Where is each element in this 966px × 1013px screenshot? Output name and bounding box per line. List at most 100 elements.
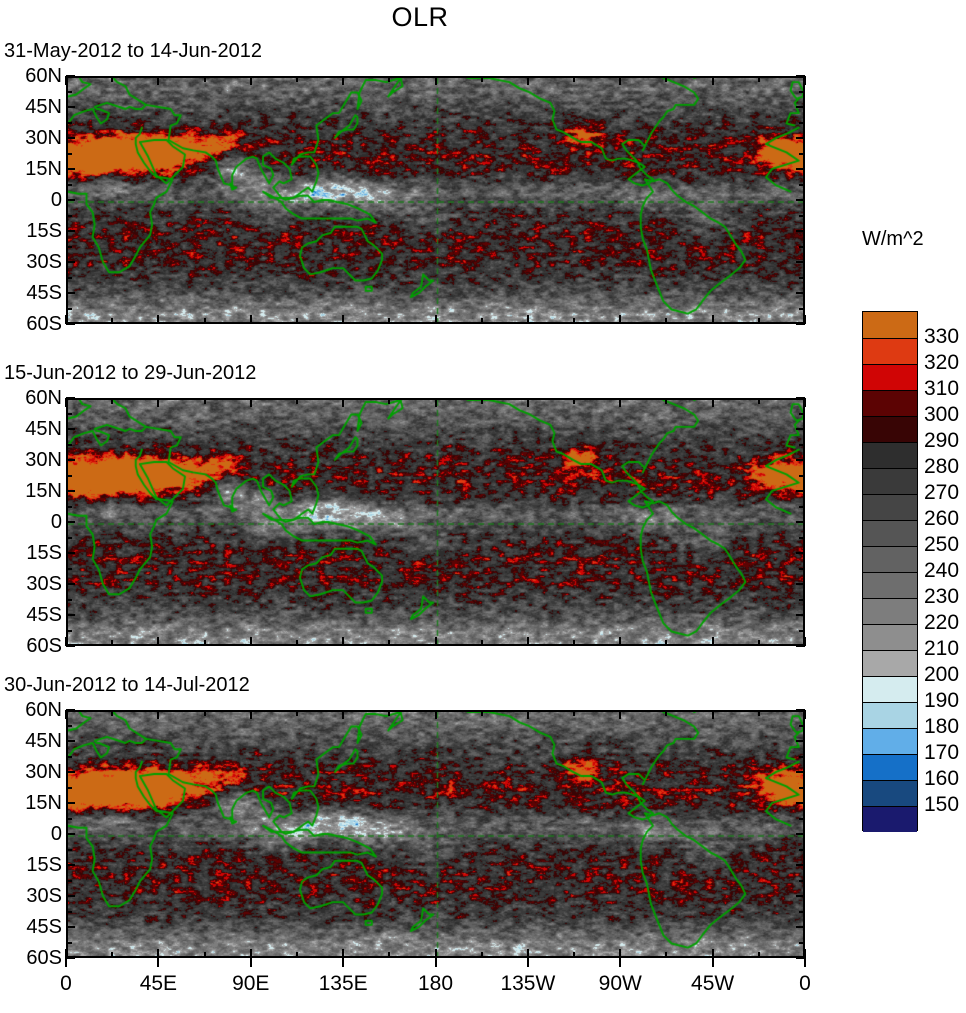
x-tick-mark bbox=[526, 958, 529, 967]
x-minor-tick bbox=[388, 76, 391, 82]
colorbar-swatch[interactable] bbox=[863, 312, 917, 338]
colorbar-tick-label: 320 bbox=[924, 351, 960, 374]
x-tick-mark bbox=[434, 76, 437, 85]
colorbar-tick-label: 170 bbox=[924, 741, 960, 764]
x-tick-mark bbox=[65, 315, 67, 324]
map-panel-3[interactable] bbox=[66, 710, 805, 958]
y-tick-mark bbox=[796, 957, 805, 959]
colorbar-tick-label: 310 bbox=[924, 377, 960, 400]
colorbar-swatch[interactable] bbox=[863, 442, 917, 468]
x-minor-tick bbox=[388, 952, 391, 958]
y-tick-label: 0 bbox=[50, 189, 62, 211]
y-minor-tick bbox=[799, 121, 805, 124]
y-tick-label: 60N bbox=[25, 65, 62, 87]
x-tick-mark bbox=[342, 710, 345, 719]
x-minor-tick bbox=[388, 640, 391, 646]
y-tick-label: 15S bbox=[26, 854, 62, 876]
olr-raster bbox=[68, 712, 803, 956]
x-tick-mark bbox=[434, 637, 437, 646]
y-minor-tick bbox=[66, 598, 72, 601]
y-minor-tick bbox=[66, 183, 72, 186]
colorbar-swatch[interactable] bbox=[863, 780, 917, 806]
y-axis-labels-1: 60N 45N 30N 15N 0 15S 30S 45S 60S bbox=[0, 66, 62, 334]
y-tick-label: 15N bbox=[25, 480, 62, 502]
colorbar-tick-label: 330 bbox=[924, 325, 960, 348]
colorbar-swatch[interactable] bbox=[863, 650, 917, 676]
y-tick-mark bbox=[66, 323, 75, 325]
y-minor-tick bbox=[799, 910, 805, 913]
x-minor-tick bbox=[203, 710, 206, 716]
x-tick-mark bbox=[157, 398, 160, 407]
x-tick-mark bbox=[526, 76, 529, 85]
x-minor-tick bbox=[757, 398, 760, 404]
x-tick-mark bbox=[249, 76, 252, 85]
y-tick-mark bbox=[796, 137, 805, 139]
y-minor-tick bbox=[66, 505, 72, 508]
x-minor-tick bbox=[111, 640, 114, 646]
colorbar-swatch[interactable] bbox=[863, 806, 917, 832]
y-tick-mark bbox=[796, 583, 805, 585]
x-minor-tick bbox=[295, 710, 298, 716]
x-tick-mark bbox=[342, 398, 345, 407]
colorbar-swatch[interactable] bbox=[863, 624, 917, 650]
colorbar-swatch[interactable] bbox=[863, 546, 917, 572]
colorbar-swatch[interactable] bbox=[863, 520, 917, 546]
x-tick-mark bbox=[342, 76, 345, 85]
colorbar-swatch[interactable] bbox=[863, 572, 917, 598]
x-tick-mark bbox=[619, 958, 622, 967]
y-tick-mark bbox=[66, 583, 75, 585]
x-tick-mark bbox=[65, 637, 67, 646]
x-tick-mark bbox=[619, 76, 622, 85]
y-axis-labels-2: 60N 45N 30N 15N 0 15S 30S 45S 60S bbox=[0, 388, 62, 656]
x-tick-mark bbox=[342, 958, 345, 967]
y-minor-tick bbox=[66, 214, 72, 217]
y-tick-mark bbox=[796, 106, 805, 108]
x-minor-tick bbox=[573, 640, 576, 646]
y-minor-tick bbox=[799, 245, 805, 248]
colorbar-swatch[interactable] bbox=[863, 598, 917, 624]
x-minor-tick bbox=[665, 952, 668, 958]
x-minor-tick bbox=[665, 640, 668, 646]
colorbar-swatch[interactable] bbox=[863, 468, 917, 494]
x-tick-mark bbox=[804, 710, 806, 719]
colorbar-swatch[interactable] bbox=[863, 676, 917, 702]
x-minor-tick bbox=[203, 318, 206, 324]
x-tick-mark bbox=[526, 637, 529, 646]
y-minor-tick bbox=[799, 598, 805, 601]
y-tick-label: 45N bbox=[25, 730, 62, 752]
x-tick-label: 0 bbox=[60, 972, 72, 995]
colorbar-swatch[interactable] bbox=[863, 754, 917, 780]
colorbar-swatch[interactable] bbox=[863, 416, 917, 442]
y-tick-mark bbox=[66, 771, 75, 773]
x-tick-mark bbox=[249, 949, 252, 958]
colorbar[interactable] bbox=[862, 311, 918, 832]
y-minor-tick bbox=[799, 567, 805, 570]
x-tick-mark bbox=[65, 76, 67, 85]
colorbar-swatch[interactable] bbox=[863, 702, 917, 728]
y-minor-tick bbox=[66, 443, 72, 446]
x-minor-tick bbox=[757, 318, 760, 324]
y-minor-tick bbox=[66, 90, 72, 93]
x-minor-tick bbox=[573, 952, 576, 958]
colorbar-tick-label: 250 bbox=[924, 533, 960, 556]
x-minor-tick bbox=[573, 398, 576, 404]
y-tick-label: 30N bbox=[25, 761, 62, 783]
x-tick-mark bbox=[619, 637, 622, 646]
map-panel-1[interactable] bbox=[66, 76, 805, 324]
colorbar-swatch[interactable] bbox=[863, 390, 917, 416]
x-tick-mark bbox=[711, 76, 714, 85]
y-tick-mark bbox=[66, 833, 75, 835]
y-minor-tick bbox=[799, 90, 805, 93]
colorbar-swatch[interactable] bbox=[863, 494, 917, 520]
x-tick-label: 180 bbox=[417, 972, 454, 995]
x-minor-tick bbox=[480, 318, 483, 324]
x-tick-mark bbox=[711, 949, 714, 958]
y-tick-mark bbox=[66, 864, 75, 866]
x-tick-mark bbox=[434, 315, 437, 324]
colorbar-swatch[interactable] bbox=[863, 338, 917, 364]
colorbar-swatch[interactable] bbox=[863, 364, 917, 390]
y-minor-tick bbox=[799, 214, 805, 217]
x-minor-tick bbox=[480, 398, 483, 404]
map-panel-2[interactable] bbox=[66, 398, 805, 646]
colorbar-swatch[interactable] bbox=[863, 728, 917, 754]
